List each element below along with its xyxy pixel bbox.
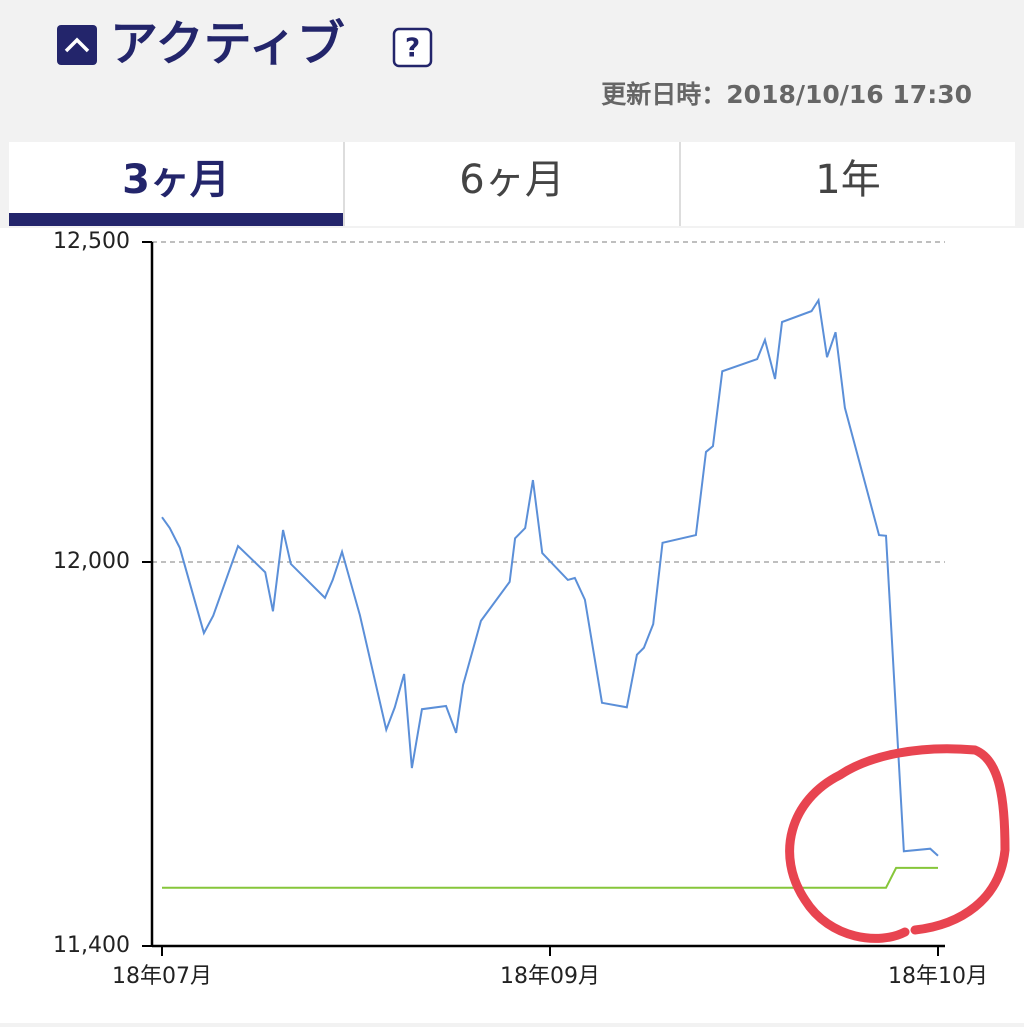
chevron-icon <box>64 37 90 53</box>
x-tick-label: 18年07月 <box>112 964 212 989</box>
tab-bar <box>9 142 1015 226</box>
y-tick-label: 11,400 <box>53 933 130 958</box>
y-tick-label: 12,000 <box>53 549 130 574</box>
chart: 11,400 12,000 12,500 18年07月 18年09月 18年10月 <box>53 229 988 989</box>
hand-drawn-circle <box>785 744 1010 943</box>
tab[interactable]: 6ヶ月 <box>459 157 564 203</box>
section-title: アクティブ <box>110 16 345 72</box>
line-series <box>162 866 938 889</box>
x-tick-label: 18年10月 <box>888 964 988 989</box>
collapse-button[interactable] <box>57 25 97 65</box>
help-icon: ? <box>405 34 420 64</box>
tab[interactable]: 3ヶ月 <box>122 157 230 203</box>
tab[interactable]: 1年 <box>815 157 880 203</box>
line-series <box>161 297 939 857</box>
help-button[interactable] <box>392 27 433 68</box>
x-tick-label: 18年09月 <box>500 964 600 989</box>
chart-panel <box>0 228 1024 1023</box>
y-tick-label: 12,500 <box>53 229 130 254</box>
active-tab-indicator <box>9 213 343 226</box>
updated-time: 更新日時：2018/10/16 17:30 <box>601 80 972 109</box>
